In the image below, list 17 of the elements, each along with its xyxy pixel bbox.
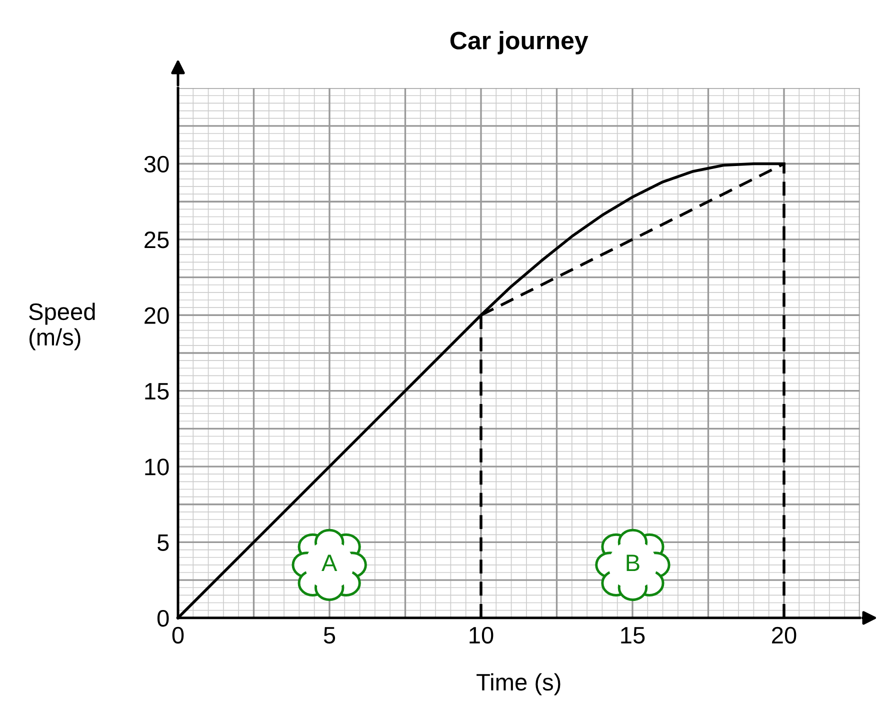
x-tick-label: 15 — [621, 627, 645, 644]
y-tick-label: 5 — [157, 534, 169, 552]
annotation: A — [322, 554, 338, 572]
y-tick-label: 10 — [145, 458, 169, 476]
x-tick-label: 0 — [172, 626, 184, 644]
y-tick-label: 30 — [144, 156, 169, 173]
y-axis-title: Speed (m/s) — [29, 302, 95, 350]
x-axis-title: Time (s) — [476, 673, 560, 696]
y-tick-label: 15 — [145, 383, 169, 400]
x-tick-label: 10 — [470, 626, 494, 644]
x-tick-label: 5 — [324, 627, 336, 644]
y-tick-label: 25 — [144, 232, 169, 248]
y-tick-label: 20 — [144, 307, 169, 324]
x-tick-label: 20 — [772, 626, 796, 644]
annotation: B — [626, 554, 640, 572]
chart-title: Car journey — [450, 31, 588, 54]
y-tick-label: 0 — [157, 610, 169, 627]
